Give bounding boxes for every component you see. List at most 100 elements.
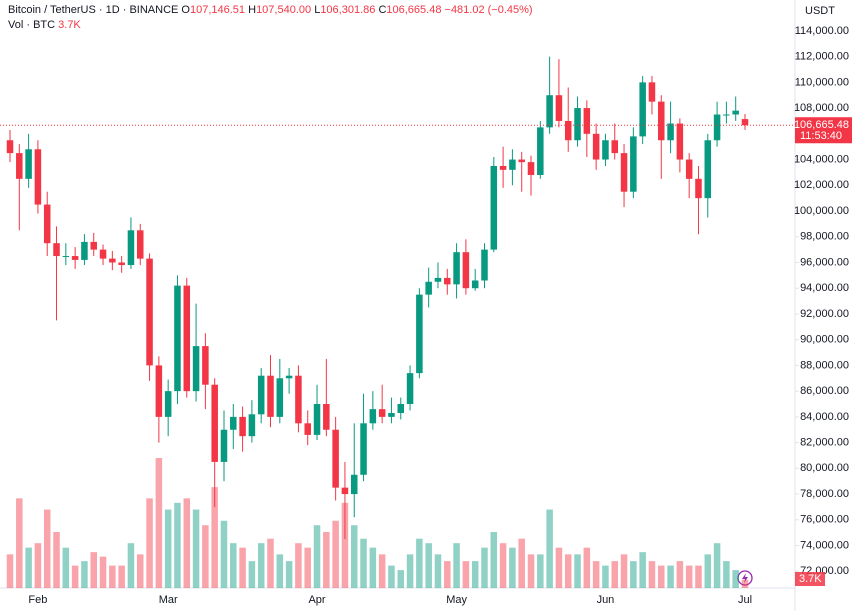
volume-bar <box>509 547 516 588</box>
volume-bar <box>109 565 116 588</box>
candle-body <box>685 159 693 179</box>
volume-bar <box>25 547 32 588</box>
candle-body <box>471 280 479 289</box>
candle-body <box>313 404 321 435</box>
candle-body <box>62 256 70 258</box>
volume-row: Vol · BTC 3.7K <box>8 18 533 33</box>
candle-body <box>34 149 42 205</box>
y-tick-label: 82,000.00 <box>800 437 849 449</box>
h-value: 107,540.00 <box>256 4 312 16</box>
candle-body <box>704 140 712 199</box>
volume-bar <box>323 531 330 588</box>
volume-bar <box>490 531 498 588</box>
y-tick-label: 114,000.00 <box>795 25 849 37</box>
candle-body <box>192 346 200 392</box>
volume-bar <box>248 561 256 588</box>
volume-bar <box>146 498 153 588</box>
volume-bar <box>341 502 349 588</box>
volume-bar <box>444 561 451 588</box>
volume-bar <box>741 579 749 588</box>
volume-bar <box>704 554 712 588</box>
price-label: 106,665.48 <box>794 119 849 131</box>
candle-body <box>43 204 51 244</box>
y-tick-label: 104,000.00 <box>794 153 849 165</box>
candle-body <box>81 241 88 260</box>
symbol: Bitcoin / TetherUS · 1D · BINANCE <box>8 4 179 16</box>
candle-body <box>406 373 414 405</box>
y-tick-label: 80,000.00 <box>800 462 849 474</box>
candle-body <box>267 375 274 417</box>
y-tick-label: 86,000.00 <box>800 385 849 397</box>
volume-bar <box>723 561 730 588</box>
y-tick-label: 108,000.00 <box>794 102 849 114</box>
candle-body <box>230 416 237 430</box>
candle-body <box>713 114 721 141</box>
volume-bar <box>285 561 293 588</box>
candle-body <box>583 108 591 134</box>
volume-bar <box>648 561 656 588</box>
volume-bar <box>34 543 42 588</box>
volume-bar <box>425 543 432 588</box>
candle-body <box>416 294 423 374</box>
symbol-row: Bitcoin / TetherUS · 1D · BINANCE O107,1… <box>8 3 533 18</box>
volume-bar <box>239 547 246 588</box>
volume-badge: 3.7K <box>799 573 822 585</box>
candle-body <box>481 249 488 281</box>
y-tick-label: 88,000.00 <box>800 359 849 371</box>
x-tick-label: Jul <box>738 594 752 606</box>
volume-bar <box>295 543 302 588</box>
volume-bar <box>546 509 553 588</box>
volume-bar <box>192 509 200 588</box>
volume-bar <box>574 554 581 588</box>
candle-body <box>741 119 749 126</box>
y-tick-label: 96,000.00 <box>800 256 849 268</box>
volume-bar <box>43 509 51 588</box>
candle-body <box>332 429 339 488</box>
volume-bar <box>630 561 637 588</box>
candle-body <box>202 346 209 385</box>
volume-bar <box>332 520 339 588</box>
volume-bar <box>230 543 237 588</box>
volume-bar <box>537 554 544 588</box>
volume-bar <box>99 556 107 588</box>
candle-body <box>676 123 684 160</box>
volume-bar <box>481 547 488 588</box>
volume-bar <box>378 554 386 588</box>
volume-bar <box>620 554 628 588</box>
volume-bar <box>127 543 135 588</box>
candle-body <box>109 258 116 263</box>
candle-body <box>16 153 23 179</box>
change: −481.02 (−0.45%) <box>444 4 533 16</box>
volume-bar <box>118 565 125 588</box>
candle-body <box>155 365 163 417</box>
x-tick-label: May <box>446 594 467 606</box>
h-label: H <box>248 4 257 16</box>
y-tick-label: 94,000.00 <box>800 282 849 294</box>
volume-bar <box>136 554 144 588</box>
volume-bar <box>639 552 646 588</box>
candle-body <box>211 384 218 462</box>
alert-bolt <box>742 573 748 583</box>
candle-body <box>360 423 367 475</box>
volume-bar <box>676 561 684 588</box>
y-tick-label: 98,000.00 <box>800 231 849 243</box>
candle-body <box>537 127 544 175</box>
candle-body <box>276 378 284 417</box>
candle-body <box>620 153 628 192</box>
candle-body <box>118 262 125 266</box>
volume-bar <box>155 458 163 588</box>
candle-body <box>527 162 535 175</box>
candle-body <box>183 285 191 392</box>
candle-body <box>434 277 442 282</box>
y-tick-label: 92,000.00 <box>800 308 849 320</box>
candle-body <box>99 249 107 259</box>
volume-bar <box>183 498 191 588</box>
y-tick-label: 84,000.00 <box>800 411 849 423</box>
volume-bar <box>81 561 88 588</box>
volume-bar <box>434 554 442 588</box>
y-tick-label: 78,000.00 <box>800 488 849 500</box>
candle-body <box>136 230 144 259</box>
candle-body <box>453 252 460 285</box>
volume-bar <box>313 525 321 588</box>
